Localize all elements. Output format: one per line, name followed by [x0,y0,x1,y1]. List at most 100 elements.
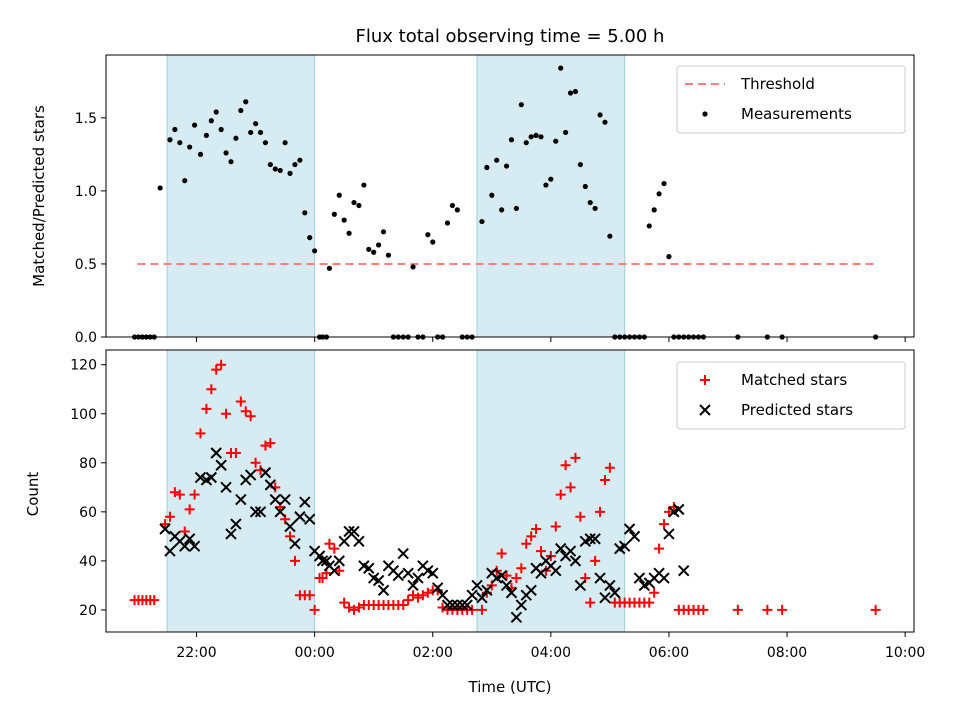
series-measurements-point [454,207,460,213]
legend: Matched stars Predicted stars [676,361,906,430]
series-predicted-stars-point [554,542,567,555]
axes-frame [105,54,915,338]
series-measurements-point [287,170,293,176]
x-tick-label: 00:00 [294,645,334,661]
legend: Threshold Measurements [676,65,906,134]
series-measurements-point [366,246,372,252]
series-matched-stars-point [599,474,610,485]
series-predicted-stars-point [569,555,582,567]
series-measurements-point [430,239,436,245]
series-predicted-stars-point [589,533,601,545]
y-tick-label: 1.5 [75,111,97,127]
series-matched-stars-point [762,604,773,615]
series-predicted-stars-point [294,511,306,523]
series-matched-stars-point [149,595,160,606]
series-predicted-stars-point [451,599,464,611]
series-measurements-point [191,122,198,128]
legend-marker-predicted-stars [699,404,711,416]
series-predicted-stars-point [505,587,518,599]
series-measurements-point [238,107,244,114]
series-measurements-point [203,132,209,138]
series-predicted-stars-point [304,513,316,525]
series-matched-stars-point [654,543,665,554]
y-tick-label: 100 [70,407,97,423]
series-measurements-point [177,140,183,146]
series-predicted-stars-point [604,579,616,592]
series-predicted-stars-point [481,584,493,597]
y-tick-label: 120 [70,358,97,374]
series-matched-stars-point [164,511,175,522]
x-tick-label: 06:00 [649,645,689,661]
series-measurements-point [326,265,333,271]
series-measurements-point [385,252,392,258]
series-predicted-stars-point [183,533,196,545]
series-matched-stars-point [334,565,345,576]
series-predicted-stars-point [269,493,281,506]
legend-label: Threshold [740,75,815,93]
series-predicted-stars-point [284,520,296,533]
series-predicted-stars-point [279,493,291,506]
series-matched-stars-point [309,604,320,615]
series-measurements-point [666,254,672,260]
series-predicted-stars-point [225,528,237,540]
series-measurements-point [444,220,451,226]
series-predicted-stars-point [328,564,341,577]
series-predicted-stars-point [436,589,449,601]
series-matched-stars-point [659,519,670,530]
series-measurements-point [592,205,598,212]
series-matched-stars-point [531,524,542,535]
series-predicted-stars-point [194,471,207,484]
series-measurements-point [213,109,219,115]
series-predicted-stars-point [658,572,670,584]
series-predicted-stars-point [673,503,685,516]
series-predicted-stars-point [333,555,345,567]
series-measurements-point [449,202,456,209]
series-predicted-stars-point [599,591,611,604]
shaded-span-2 [476,54,626,338]
series-matched-stars-point [698,604,709,615]
series-measurements-point [208,118,214,124]
series-predicted-stars-point [609,587,621,599]
series-predicted-stars-point [564,545,577,557]
series-matched-stars-point [590,555,601,566]
y-tick-label: 20 [79,603,97,619]
axes-frame [105,349,915,633]
series-matched-stars-point [201,403,212,414]
series-measurements-point [528,134,534,140]
series-predicted-stars-point [461,599,473,611]
series-measurements-point [356,202,362,209]
series-matched-stars-point [324,538,335,549]
series-measurements-point [607,233,613,239]
series-matched-stars-point [245,411,256,422]
y-tick-label: 0.5 [75,257,97,273]
x-tick-label: 02:00 [413,645,453,661]
series-matched-stars-point [398,600,409,611]
x-tick-label: 08:00 [767,645,807,661]
series-measurements-point [651,207,657,213]
series-measurements-point [252,121,259,127]
series-measurements-point [331,211,337,217]
series-predicted-stars-point [427,567,439,579]
series-predicted-stars-point [244,469,257,481]
series-measurements-point [425,232,431,238]
series-matched-stars-point [195,428,206,439]
series-matched-stars-point [595,506,606,517]
series-predicted-stars-point [535,567,547,579]
series-measurements-point [494,157,500,163]
series-measurements-point [167,137,173,143]
series-measurements-point [508,137,515,143]
series-measurements-point [312,248,318,254]
series-measurements-point [602,119,608,125]
series-predicted-stars-point [205,471,218,484]
series-predicted-stars-point [210,447,222,459]
series-matched-stars-point [250,457,261,468]
series-predicted-stars-point [623,523,636,535]
series-measurements-point [341,217,347,223]
legend-label: Matched stars [741,371,847,389]
legend-label: Predicted stars [741,401,853,419]
series-predicted-stars-point [235,493,247,506]
series-predicted-stars-point [220,481,232,494]
bottom-y-axis-label: Count [24,472,42,517]
series-measurements-point [197,151,204,157]
series-measurements-point [577,161,583,168]
